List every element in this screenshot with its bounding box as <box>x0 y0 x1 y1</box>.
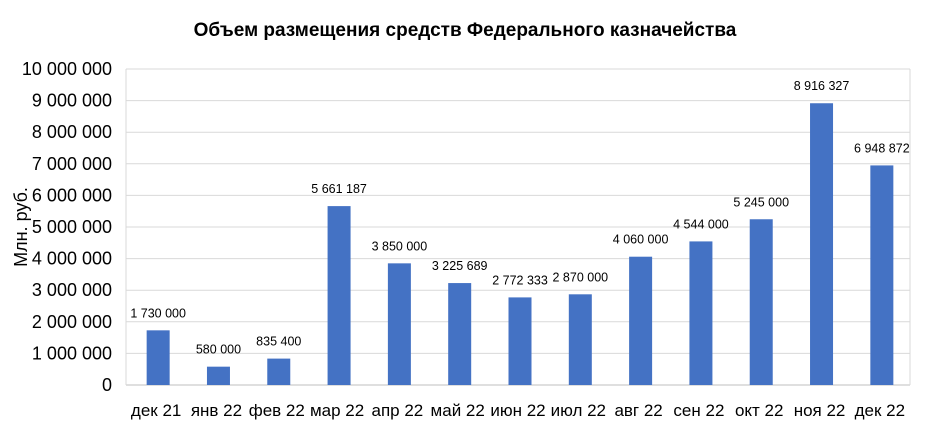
gridlines <box>125 68 911 386</box>
y-tick-label: 4 000 000 <box>32 249 112 269</box>
x-tick-label: дек 21 <box>131 401 181 420</box>
bar <box>568 294 592 385</box>
y-tick-label: 6 000 000 <box>32 185 112 205</box>
x-tick-label: сен 22 <box>673 401 724 420</box>
x-tick-label: май 22 <box>431 401 485 420</box>
y-tick-label: 5 000 000 <box>32 217 112 237</box>
y-tick-label: 1 000 000 <box>32 343 112 363</box>
bar <box>387 263 411 385</box>
x-tick-label: окт 22 <box>735 401 784 420</box>
data-label: 580 000 <box>196 343 241 357</box>
data-label: 3 850 000 <box>372 239 428 253</box>
bar <box>508 297 532 385</box>
x-tick-label: дек 22 <box>855 401 905 420</box>
y-axis-ticks: 0 1 000 000 2 000 000 3 000 000 4 000 000 5 0… <box>22 59 112 395</box>
x-tick-label: ноя 22 <box>794 401 846 420</box>
bar <box>327 206 351 385</box>
y-axis-label: Млн. руб. <box>11 187 31 267</box>
y-tick-label: 3 000 000 <box>32 280 112 300</box>
y-tick-label: 0 <box>102 375 112 395</box>
bar <box>810 103 834 385</box>
data-labels: 1 730 000 580 000 835 400 5 661 187 3 850 00… <box>130 79 909 356</box>
bars <box>146 103 894 385</box>
data-label: 4 544 000 <box>673 217 729 231</box>
x-tick-label: июн 22 <box>490 401 545 420</box>
data-label: 4 060 000 <box>613 233 669 247</box>
bar <box>267 358 291 385</box>
bar <box>689 241 713 385</box>
y-tick-label: 8 000 000 <box>32 122 112 142</box>
data-label: 5 661 187 <box>311 182 367 196</box>
bar <box>146 330 170 385</box>
bar <box>749 219 773 385</box>
data-label: 2 870 000 <box>553 270 609 284</box>
data-label: 3 225 689 <box>432 259 488 273</box>
data-label: 2 772 333 <box>492 273 548 287</box>
y-tick-label: 2 000 000 <box>32 312 112 332</box>
chart-title: Объем размещения средств Федерального ка… <box>194 20 737 41</box>
x-tick-label: апр 22 <box>372 401 424 420</box>
data-label: 1 730 000 <box>130 306 186 320</box>
bar <box>870 165 894 385</box>
x-tick-label: янв 22 <box>191 401 242 420</box>
data-label: 835 400 <box>256 335 301 349</box>
data-label: 5 245 000 <box>733 195 789 209</box>
x-tick-label: июл 22 <box>551 401 606 420</box>
bar <box>629 256 653 385</box>
y-tick-label: 9 000 000 <box>32 91 112 111</box>
bar <box>448 283 472 385</box>
data-label: 8 916 327 <box>794 79 850 93</box>
y-tick-label: 7 000 000 <box>32 154 112 174</box>
x-axis-ticks: дек 21 янв 22 фев 22 мар 22 апр 22 май 22 июн … <box>131 401 905 420</box>
bar <box>206 366 230 385</box>
x-tick-label: фев 22 <box>249 401 305 420</box>
data-label: 6 948 872 <box>854 141 910 155</box>
x-tick-label: авг 22 <box>614 401 662 420</box>
y-tick-label: 10 000 000 <box>22 59 112 79</box>
x-tick-label: мар 22 <box>310 401 364 420</box>
